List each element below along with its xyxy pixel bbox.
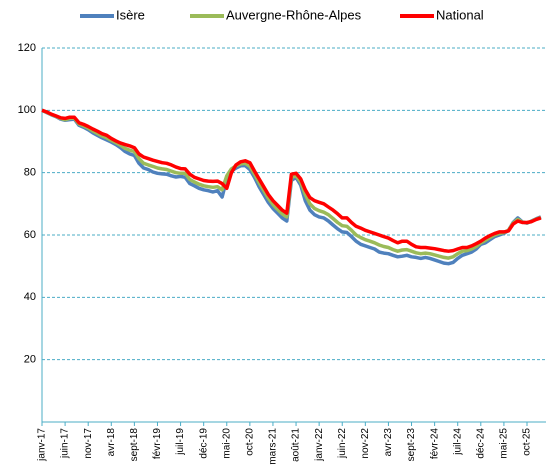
y-tick-label: 120 xyxy=(18,42,36,54)
x-tick-label: sept-18 xyxy=(129,428,140,462)
x-tick-label: avr-18 xyxy=(106,428,117,457)
x-tick-label: avr-23 xyxy=(383,428,394,457)
x-tick-label: févr-24 xyxy=(429,428,440,460)
x-tick-label: juin-22 xyxy=(337,428,348,459)
x-tick-label: août-21 xyxy=(291,428,302,462)
x-tick-label: oct-20 xyxy=(244,428,255,456)
x-tick-label: déc-19 xyxy=(198,428,209,459)
x-tick-label: nov-17 xyxy=(83,428,94,459)
y-tick-label: 20 xyxy=(24,354,36,366)
y-tick-label: 100 xyxy=(18,104,36,116)
x-tick-label: mai-20 xyxy=(221,428,232,459)
x-tick-label: juil-19 xyxy=(175,428,186,456)
y-tick-label: 40 xyxy=(24,291,36,303)
x-tick-label: oct-25 xyxy=(522,428,533,456)
x-tick-label: févr-19 xyxy=(152,428,163,460)
x-tick-label: juin-17 xyxy=(60,428,71,459)
legend-label: Auvergne-Rhône-Alpes xyxy=(226,7,362,22)
y-tick-label: 60 xyxy=(24,229,36,241)
y-tick-label: 80 xyxy=(24,167,36,179)
x-tick-label: sept-23 xyxy=(406,428,417,462)
x-tick-label: janv-17 xyxy=(37,428,48,462)
x-tick-label: janv-22 xyxy=(314,428,325,462)
x-tick-label: déc-24 xyxy=(475,428,486,459)
x-tick-label: nov-22 xyxy=(360,428,371,459)
legend-label: National xyxy=(436,7,484,22)
x-tick-label: juil-24 xyxy=(452,428,463,456)
series-line xyxy=(41,108,542,253)
x-tick-label: mai-25 xyxy=(499,428,510,459)
x-tick-label: mars-21 xyxy=(268,428,279,465)
legend-label: Isère xyxy=(116,7,145,22)
